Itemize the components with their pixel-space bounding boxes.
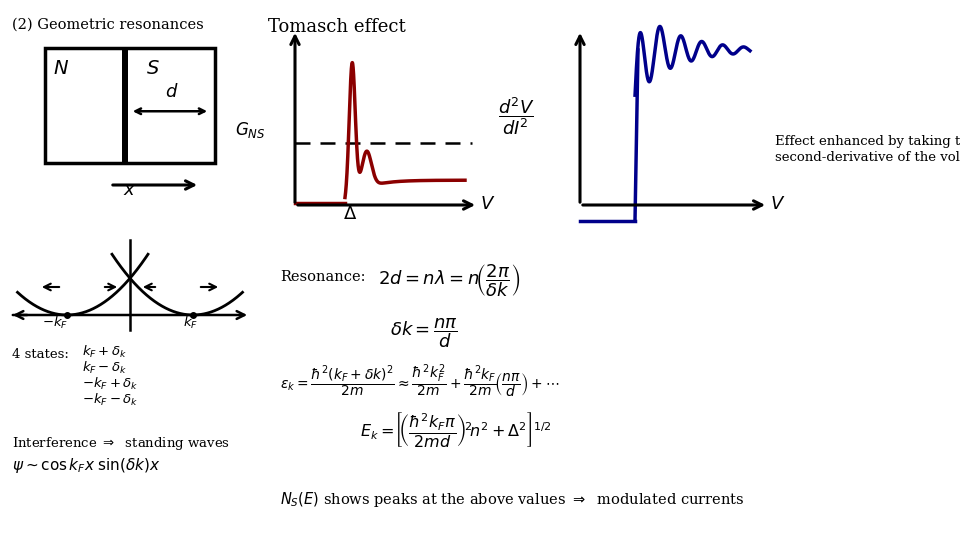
Text: $\delta k = \dfrac{n\pi}{d}$: $\delta k = \dfrac{n\pi}{d}$ — [390, 316, 458, 349]
Text: $E_k = \!\left[\!\left(\dfrac{\hbar^2 k_F\pi}{2md}\right)^{\!2}\!n^2 + \Delta^2\: $E_k = \!\left[\!\left(\dfrac{\hbar^2 k_… — [360, 410, 552, 449]
Text: $\psi \sim \cos k_F x\;  \sin(\delta k)x$: $\psi \sim \cos k_F x\; \sin(\delta k)x$ — [12, 456, 160, 475]
Text: $-k_F + \delta_k$: $-k_F + \delta_k$ — [82, 376, 138, 392]
Text: $d$: $d$ — [165, 83, 179, 102]
Text: $k_F$: $k_F$ — [183, 315, 199, 331]
Text: $S$: $S$ — [146, 60, 159, 78]
Text: $V$: $V$ — [480, 195, 495, 213]
Text: 4 states:: 4 states: — [12, 348, 69, 361]
Text: $k_F + \delta_k$: $k_F + \delta_k$ — [82, 344, 128, 360]
Text: $k_F - \delta_k$: $k_F - \delta_k$ — [82, 360, 128, 376]
Text: $N_S(E)$ shows peaks at the above values $\Rightarrow$  modulated currents: $N_S(E)$ shows peaks at the above values… — [280, 490, 745, 509]
Text: $x$: $x$ — [124, 181, 136, 199]
Text: Tomasch effect: Tomasch effect — [268, 18, 406, 36]
Text: $\varepsilon_k = \dfrac{\hbar^2(k_F+\delta k)^2}{2m}\approx \dfrac{\hbar^2 k_F^2: $\varepsilon_k = \dfrac{\hbar^2(k_F+\del… — [280, 362, 560, 400]
Text: $N$: $N$ — [53, 60, 69, 78]
Bar — [122, 48, 128, 163]
Text: $G_{NS}$: $G_{NS}$ — [235, 120, 266, 140]
Text: Interference $\Rightarrow$  standing waves: Interference $\Rightarrow$ standing wave… — [12, 435, 230, 452]
Text: $2d = n\lambda = n\!\left(\dfrac{2\pi}{\delta k}\right)$: $2d = n\lambda = n\!\left(\dfrac{2\pi}{\… — [378, 262, 520, 299]
Text: $\dfrac{d^2V}{dI^2}$: $\dfrac{d^2V}{dI^2}$ — [498, 95, 535, 137]
Text: $V$: $V$ — [770, 195, 785, 213]
Text: Effect enhanced by taking the: Effect enhanced by taking the — [775, 135, 960, 148]
Bar — [45, 48, 215, 163]
Text: $-k_F - \delta_k$: $-k_F - \delta_k$ — [82, 392, 138, 408]
Text: $\Delta$: $\Delta$ — [343, 205, 357, 223]
Text: second-derivative of the voltage: second-derivative of the voltage — [775, 151, 960, 164]
Text: $-k_F$: $-k_F$ — [42, 315, 68, 331]
Text: (2) Geometric resonances: (2) Geometric resonances — [12, 18, 204, 32]
Text: Resonance:: Resonance: — [280, 270, 366, 284]
